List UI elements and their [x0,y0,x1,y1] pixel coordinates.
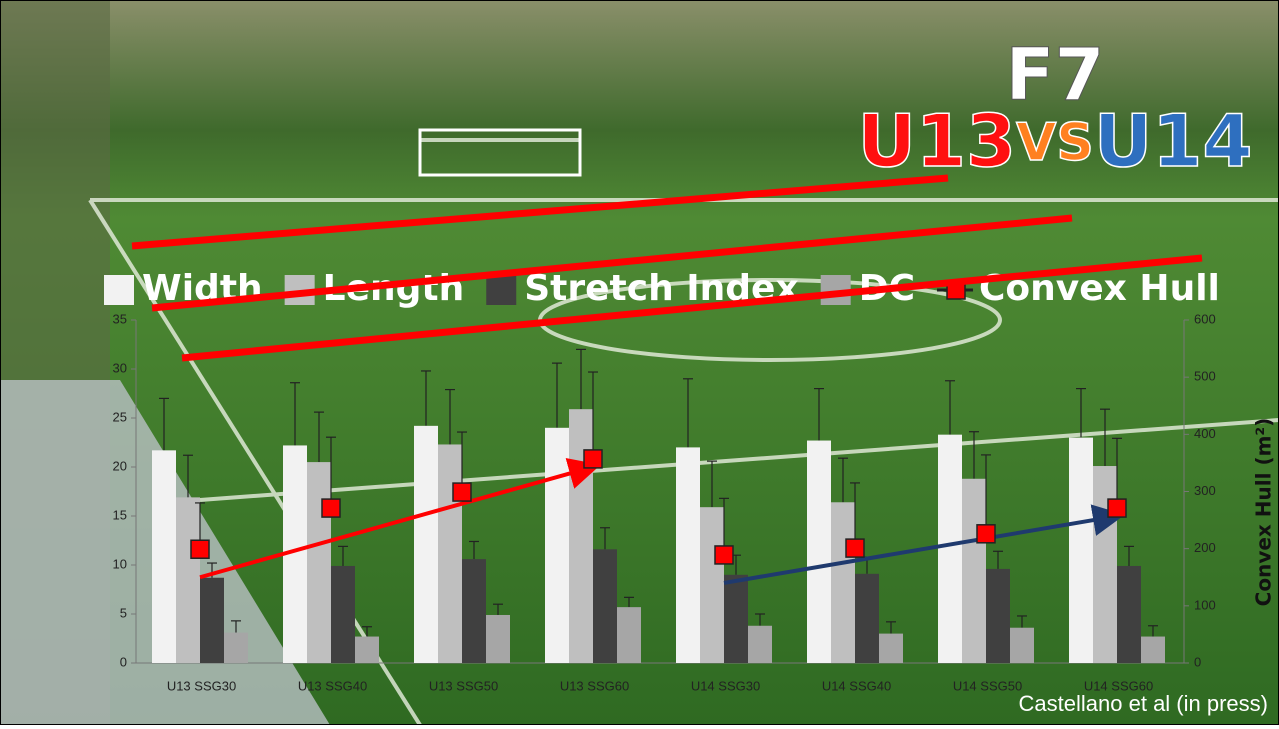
bar [462,559,486,663]
bar [331,566,355,663]
y2-axis-title: Convex Hull (m²) [1252,418,1276,607]
bar [307,462,331,663]
marker [715,546,733,564]
bar [355,637,379,663]
bar [962,479,986,663]
y2-tick-label: 600 [1194,311,1216,326]
y2-tick-label: 0 [1194,654,1201,669]
x-tick-label: U13 SSG40 [298,678,367,693]
marker [453,483,471,501]
bar [224,633,248,663]
y-tick-label: 10 [113,556,127,571]
marker [191,540,209,558]
bar [986,569,1010,663]
bar [1093,466,1117,663]
marker [584,450,602,468]
bar [486,615,510,663]
marker [1108,499,1126,517]
x-tick-label: U13 SSG60 [560,678,629,693]
y-tick-label: 5 [120,605,127,620]
headline-u14: U14 [1094,99,1253,183]
bar [831,502,855,663]
x-tick-label: U14 SSG30 [691,678,760,693]
legend-swatch [104,275,134,305]
y-tick-label: 20 [113,458,127,473]
marker [846,539,864,557]
legend-swatch [486,275,516,305]
bar [152,450,176,663]
bar [855,574,879,663]
bar [1117,566,1141,663]
x-tick-label: U13 SSG30 [167,678,236,693]
y2-tick-label: 500 [1194,369,1216,384]
citation: Castellano et al (in press) [1019,691,1268,716]
bar [879,634,903,663]
x-tick-label: U13 SSG50 [429,678,498,693]
bar [1010,628,1034,663]
y2-tick-label: 100 [1194,597,1216,612]
x-tick-label: U14 SSG50 [953,678,1022,693]
slide: 0 5 10 15 20 25 30 35 0 100 200 300 400 500 600 U13 SSG… [0,0,1279,725]
bar [807,441,831,663]
y-tick-label: 0 [120,654,127,669]
bar [724,575,748,663]
headline-vs: VS [1016,113,1094,173]
bar [414,426,438,663]
bar [938,435,962,663]
y2-tick-label: 300 [1194,483,1216,498]
headline-u13: U13 [857,99,1016,183]
bar [1069,438,1093,663]
bar [748,626,772,663]
bar [593,549,617,663]
bar [176,497,200,663]
bar [700,507,724,663]
y-tick-label: 30 [113,360,127,375]
bar [200,578,224,663]
y2-tick-label: 400 [1194,426,1216,441]
y-tick-label: 15 [113,507,127,522]
y-tick-label: 25 [113,409,127,424]
bar [545,428,569,663]
y2-tick-label: 200 [1194,540,1216,555]
marker [977,525,995,543]
y-tick-label: 35 [113,311,127,326]
marker [322,499,340,517]
bar [438,444,462,663]
x-tick-label: U14 SSG40 [822,678,891,693]
bar [1141,637,1165,663]
title: F7 [1005,33,1104,117]
bar [676,447,700,663]
bar [617,607,641,663]
bar [569,409,593,663]
